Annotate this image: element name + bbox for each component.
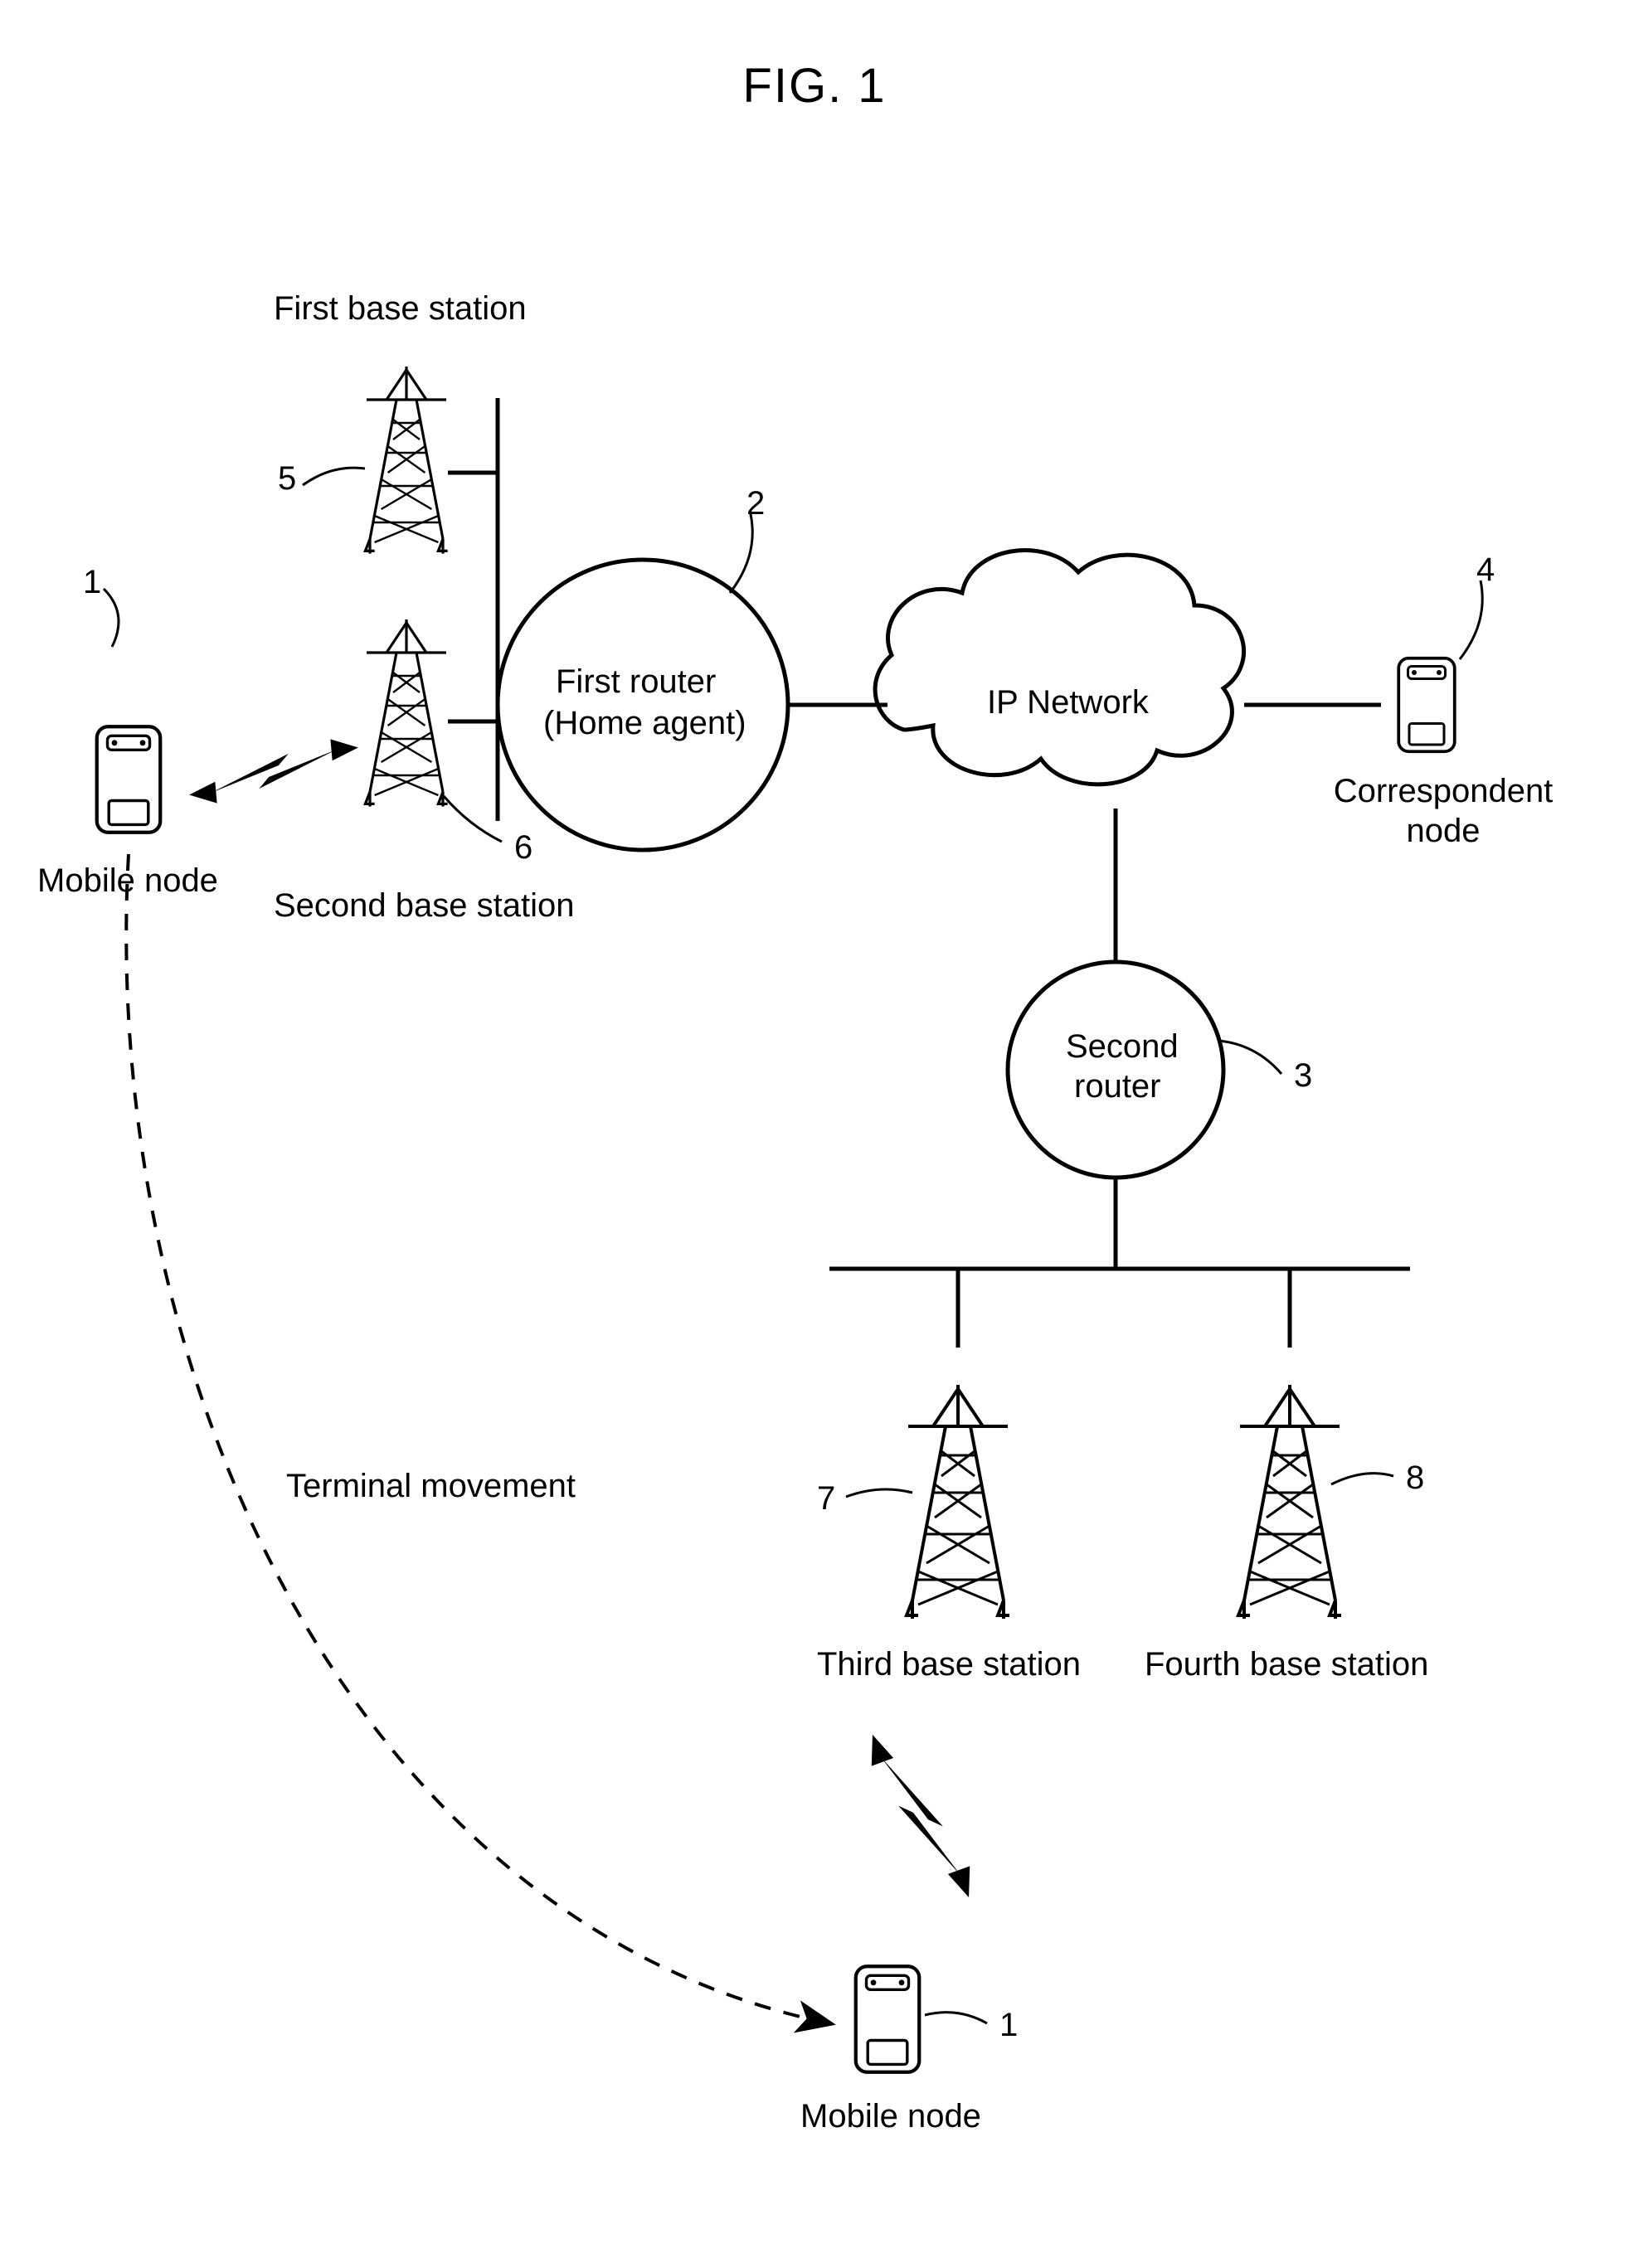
label-mobile-node-bottom: Mobile node	[800, 2098, 981, 2135]
mobile-node-left-device	[97, 726, 161, 833]
terminal-movement-arc	[126, 854, 829, 2023]
label-second-router-l2: router	[1074, 1068, 1161, 1105]
ref-5: 5	[278, 460, 296, 498]
ref-1-bottom: 1	[999, 2007, 1018, 2044]
ref-7: 7	[817, 1480, 835, 1518]
ip-network-cloud	[875, 551, 1243, 784]
ref-8: 8	[1406, 1459, 1424, 1497]
correspondent-node-text: Correspondent node	[1334, 773, 1554, 849]
correspondent-node-device	[1398, 658, 1455, 752]
ref-3: 3	[1294, 1057, 1312, 1095]
tower-bs5	[365, 367, 447, 554]
wireless-link-bottom	[862, 1719, 980, 1913]
label-first-router-l2: (Home agent)	[543, 705, 746, 742]
ref-2: 2	[746, 485, 765, 522]
label-mobile-node-left: Mobile node	[37, 862, 218, 900]
tower-bs8	[1238, 1385, 1341, 1619]
label-third-bs: Third base station	[817, 1646, 1081, 1683]
label-terminal-movement: Terminal movement	[286, 1468, 576, 1505]
label-correspondent-node: Correspondent node	[1310, 771, 1576, 851]
label-first-bs: First base station	[274, 290, 527, 328]
label-fourth-bs: Fourth base station	[1145, 1646, 1428, 1683]
ref-1-left: 1	[83, 564, 101, 601]
ref-6: 6	[514, 829, 532, 867]
wireless-link-left	[186, 737, 362, 806]
tower-bs7	[907, 1385, 1009, 1619]
label-second-router-l1: Second	[1066, 1028, 1179, 1066]
figure-page: FIG. 1	[0, 0, 1629, 2268]
label-ip-network: IP Network	[987, 684, 1149, 721]
ref-4: 4	[1476, 551, 1495, 589]
label-first-router-l1: First router	[556, 663, 716, 701]
label-second-bs: Second base station	[274, 887, 574, 925]
diagram-canvas	[0, 0, 1629, 2268]
tower-bs6	[365, 619, 447, 807]
mobile-node-bottom-device	[856, 1966, 920, 2072]
